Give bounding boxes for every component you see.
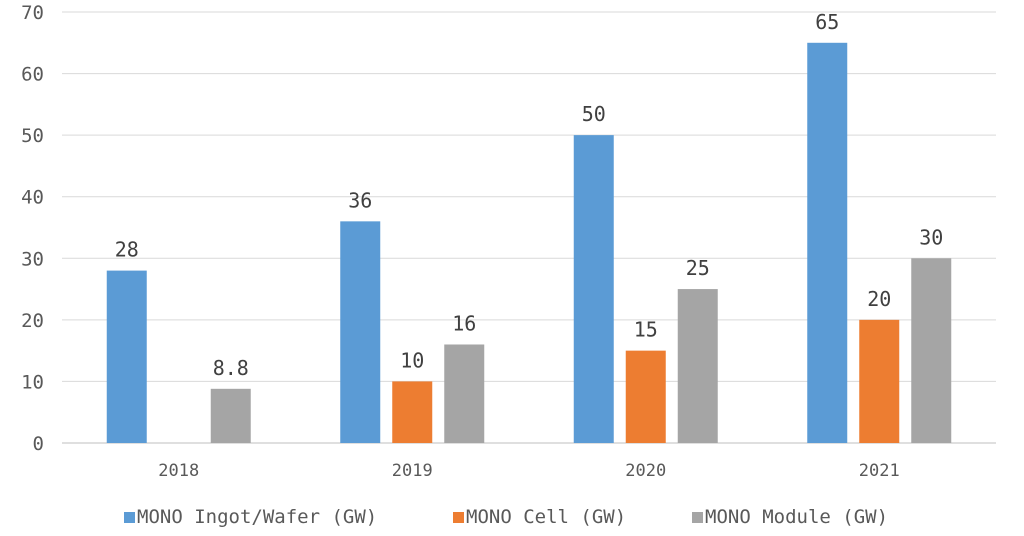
data-label: 30	[919, 225, 943, 249]
data-labels: 28 8.8 36 10 16 50 15 25 65 20 30	[115, 10, 944, 380]
y-tick-label: 20	[21, 310, 44, 332]
legend-swatch	[124, 512, 135, 523]
legend-label: MONO Cell (GW)	[466, 506, 626, 528]
data-label: 10	[400, 348, 424, 372]
legend-label: MONO Ingot/Wafer (GW)	[137, 506, 377, 528]
y-tick-label: 10	[21, 371, 44, 393]
data-label: 65	[815, 10, 839, 34]
legend: MONO Ingot/Wafer (GW) MONO Cell (GW) MONO …	[124, 506, 888, 528]
y-tick-label: 0	[33, 433, 44, 455]
y-tick-label: 40	[21, 187, 44, 209]
y-tick-label: 30	[21, 248, 44, 270]
x-axis-ticks: 2018 2019 2020 2021	[158, 461, 899, 481]
gridlines	[62, 11, 996, 444]
x-tick-label: 2019	[392, 461, 433, 481]
data-label: 25	[686, 256, 710, 280]
bar	[807, 42, 848, 444]
legend-swatch	[692, 512, 703, 523]
bar	[859, 319, 900, 443]
bar	[106, 270, 147, 443]
data-label: 15	[634, 318, 658, 342]
y-axis-ticks: 0 10 20 30 40 50 60 70	[21, 2, 44, 455]
y-tick-label: 60	[21, 64, 44, 86]
bar	[444, 344, 485, 443]
x-tick-label: 2021	[859, 461, 900, 481]
data-label: 50	[582, 102, 606, 126]
bar	[340, 221, 381, 443]
data-label: 20	[867, 287, 891, 311]
data-label: 16	[452, 311, 476, 335]
legend-swatch	[453, 512, 464, 523]
legend-label: MONO Module (GW)	[705, 506, 888, 528]
bar	[392, 381, 433, 443]
bar	[573, 135, 614, 443]
y-tick-label: 50	[21, 125, 44, 147]
data-label: 36	[348, 188, 372, 212]
bar	[677, 289, 718, 443]
data-label: 28	[115, 238, 139, 262]
y-tick-label: 70	[21, 2, 44, 24]
bars	[106, 42, 952, 444]
x-tick-label: 2018	[158, 461, 199, 481]
x-tick-label: 2020	[625, 461, 666, 481]
bar	[911, 258, 952, 443]
data-label: 8.8	[213, 356, 249, 380]
bar	[210, 388, 251, 443]
bar	[625, 350, 666, 443]
